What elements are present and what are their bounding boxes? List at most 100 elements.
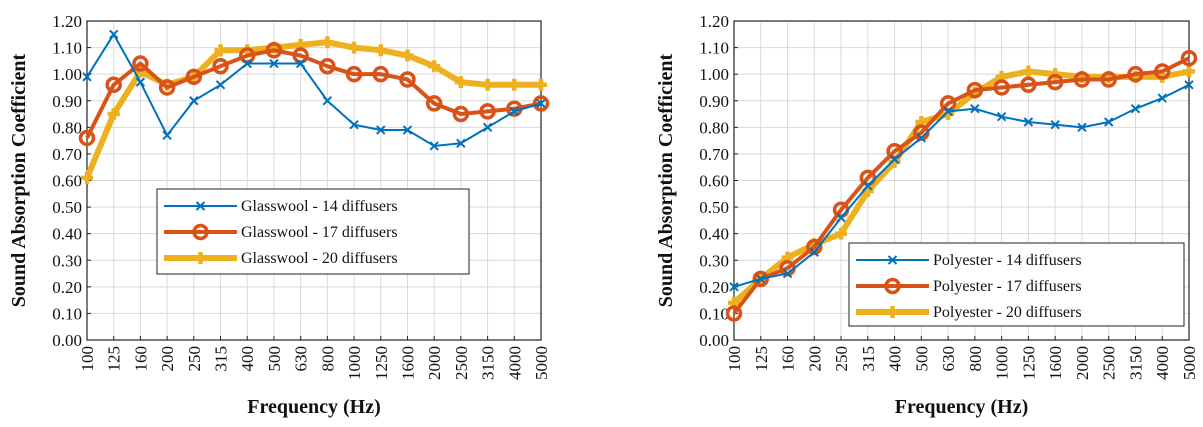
data-point xyxy=(158,79,176,96)
y-tick-label: 0.20 xyxy=(699,278,729,297)
x-tick-label: 160 xyxy=(779,346,798,372)
y-tick-label: 1.10 xyxy=(52,39,82,58)
data-point xyxy=(345,65,363,83)
y-tick-label: 1.10 xyxy=(699,39,729,58)
y-tick-label: 0.70 xyxy=(52,145,82,164)
data-point xyxy=(725,305,743,322)
legend-label: Glasswool - 17 diffusers xyxy=(241,224,398,241)
y-tick-label: 1.00 xyxy=(699,65,729,84)
y-tick-label: 0.60 xyxy=(52,172,82,191)
y-tick-label: 0.20 xyxy=(52,278,82,297)
grid xyxy=(86,20,542,341)
data-point xyxy=(1184,80,1194,90)
data-point xyxy=(322,96,333,106)
data-point xyxy=(215,80,226,90)
data-point xyxy=(185,68,203,86)
y-tick-label: 0.30 xyxy=(52,251,82,270)
x-tick-label: 1000 xyxy=(993,346,1012,380)
data-point xyxy=(189,96,199,106)
data-point xyxy=(429,141,439,151)
data-point xyxy=(1022,65,1035,78)
data-point xyxy=(456,138,466,148)
data-point xyxy=(1046,73,1064,91)
data-point xyxy=(536,98,546,109)
x-tick-label: 315 xyxy=(212,346,231,372)
x-tick-label: 630 xyxy=(939,346,958,372)
data-point xyxy=(1130,104,1141,114)
data-point xyxy=(214,44,227,57)
data-point xyxy=(889,154,900,164)
x-tick-label: 2000 xyxy=(425,346,444,380)
x-tick-label: 1000 xyxy=(345,346,364,380)
x-tick-label: 200 xyxy=(805,346,824,372)
x-tick-label: 4000 xyxy=(1153,346,1172,380)
x-tick-label: 100 xyxy=(78,346,97,372)
data-point xyxy=(835,227,848,240)
x-tick-label: 630 xyxy=(292,346,311,372)
data-point xyxy=(752,270,770,288)
data-point xyxy=(535,78,547,91)
data-point xyxy=(349,119,359,130)
data-point xyxy=(401,49,414,62)
x-tick-label: 1600 xyxy=(1046,346,1065,380)
legend: Glasswool - 14 diffusers Glasswool - 17 d… xyxy=(156,188,470,275)
x-tick-label: 250 xyxy=(832,346,851,372)
data-point xyxy=(428,60,441,73)
data-point xyxy=(399,71,416,88)
x-tick-label: 5000 xyxy=(1180,346,1199,380)
data-point xyxy=(321,36,334,49)
x-tick-label: 500 xyxy=(265,346,284,372)
x-tick-label: 2500 xyxy=(452,346,471,380)
x-tick-label: 4000 xyxy=(505,346,524,380)
x-tick-label: 100 xyxy=(725,346,744,372)
data-point xyxy=(238,47,256,64)
x-tick-label: 125 xyxy=(752,346,771,372)
data-point xyxy=(508,78,521,91)
x-tick-label: 250 xyxy=(185,346,204,372)
data-point xyxy=(1077,122,1087,133)
x-axis-label: Frequency (Hz) xyxy=(895,396,1029,418)
data-point xyxy=(348,41,361,54)
data-point xyxy=(402,125,413,135)
series-1 xyxy=(82,29,546,151)
data-point xyxy=(809,247,820,257)
x-tick-label: 5000 xyxy=(532,346,551,380)
y-tick-label: 0.90 xyxy=(699,92,729,111)
x-tick-label: 400 xyxy=(238,346,257,372)
y-tick-label: 0.10 xyxy=(699,304,729,323)
data-point xyxy=(1157,93,1167,103)
x-tick-label: 3150 xyxy=(1126,346,1145,380)
y-tick-label: 0.40 xyxy=(52,225,82,244)
x-tick-label: 200 xyxy=(158,346,177,372)
y-tick-label: 0.90 xyxy=(52,92,82,111)
x-tick-label: 2000 xyxy=(1073,346,1092,380)
legend-marker xyxy=(886,306,899,318)
data-point xyxy=(481,78,494,91)
data-point xyxy=(374,44,387,57)
data-point xyxy=(105,76,122,94)
data-point xyxy=(1180,49,1198,67)
legend-marker xyxy=(195,201,206,211)
data-point xyxy=(863,181,873,191)
data-point xyxy=(78,129,96,147)
x-tick-label: 1250 xyxy=(1019,346,1038,380)
x-tick-label: 160 xyxy=(131,346,150,372)
data-point xyxy=(454,76,467,89)
x-tick-label: 800 xyxy=(966,346,985,372)
y-tick-label: 0.50 xyxy=(52,198,82,217)
data-point xyxy=(1100,71,1117,88)
data-point xyxy=(372,65,390,83)
data-point xyxy=(269,58,279,69)
data-point xyxy=(1050,119,1060,130)
y-tick-label: 0.70 xyxy=(699,145,729,164)
data-point xyxy=(376,125,386,135)
legend-marker xyxy=(884,277,901,295)
series-2 xyxy=(78,41,550,147)
data-point xyxy=(212,57,229,75)
x-tick-label: 800 xyxy=(318,346,337,372)
series-line xyxy=(86,33,542,147)
y-tick-label: 0.80 xyxy=(52,118,82,137)
y-axis-label: Sound Absorption Coefficient xyxy=(8,53,30,307)
x-tick-label: 500 xyxy=(912,346,931,372)
